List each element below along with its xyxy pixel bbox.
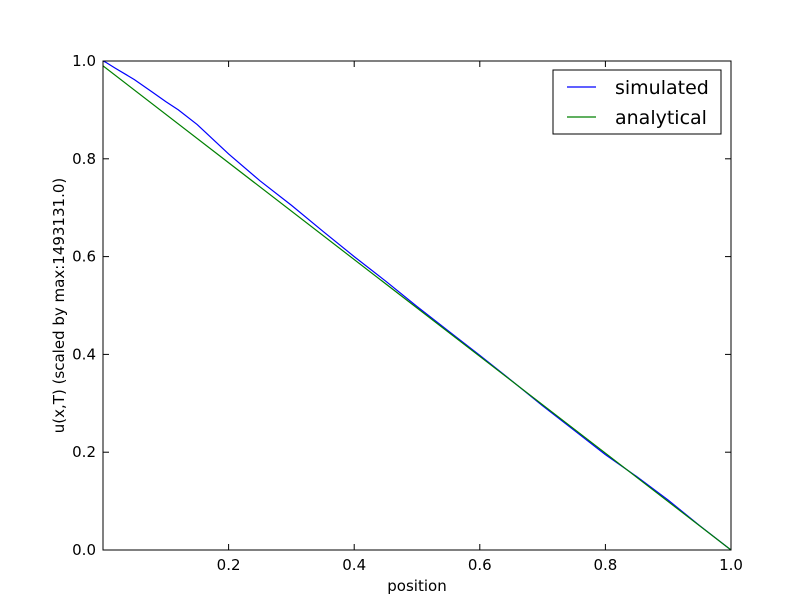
x-axis-label: position (387, 577, 446, 595)
legend-label-simulated: simulated (615, 77, 709, 99)
x-tick-label: 0.2 (217, 556, 241, 574)
series-line-analytical (103, 65, 731, 550)
tick-labels: 0.2 0.4 0.6 0.8 1.0 0.0 0.2 0.4 0.6 0.8 1.0 (72, 52, 743, 574)
y-tick-label: 0.6 (72, 248, 96, 266)
axis-ticks (103, 60, 732, 551)
x-tick-label: 1.0 (719, 556, 743, 574)
plot-area (102, 60, 732, 551)
x-tick-label: 0.6 (468, 556, 492, 574)
legend-label-analytical: analytical (615, 107, 707, 129)
legend-box (552, 69, 722, 135)
y-tick-label: 0.4 (72, 345, 96, 363)
y-tick-label: 1.0 (72, 52, 96, 70)
y-tick-label: 0.2 (72, 443, 96, 461)
legend: simulated analytical (552, 69, 722, 135)
axes-frame (102, 60, 732, 551)
y-tick-label: 0.0 (72, 541, 96, 559)
x-tick-label: 0.4 (342, 556, 366, 574)
y-axis-label: u(x,T) (scaled by max:1493131.0) (50, 178, 68, 433)
y-tick-label: 0.8 (72, 150, 96, 168)
x-tick-label: 0.8 (593, 556, 617, 574)
